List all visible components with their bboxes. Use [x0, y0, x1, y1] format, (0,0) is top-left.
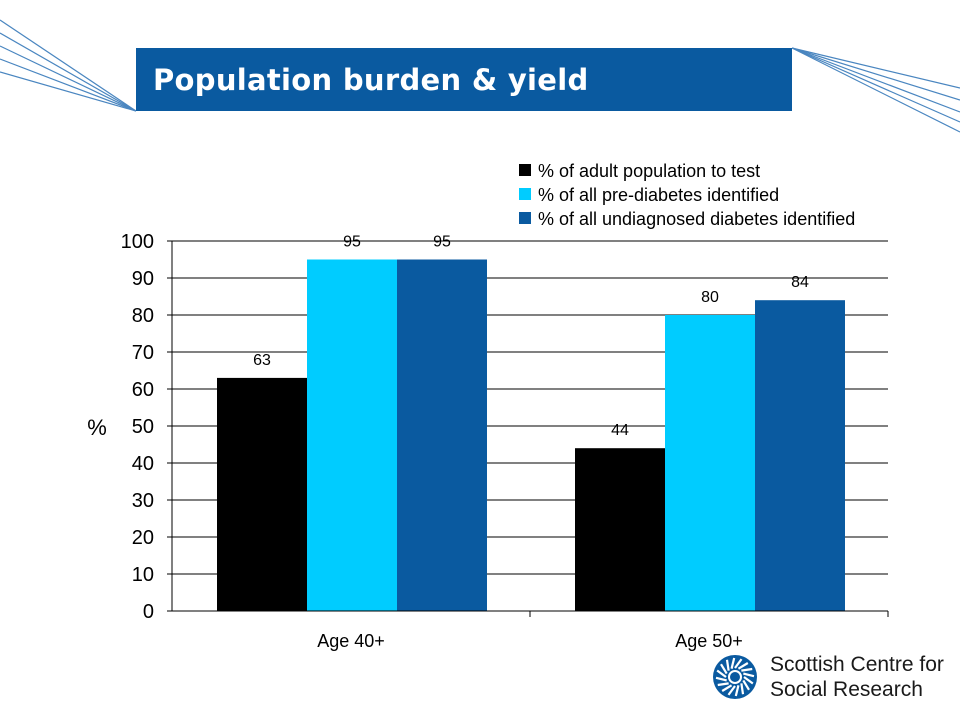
slide-title: Population burden & yield — [153, 63, 589, 97]
legend-label: % of all pre-diabetes identified — [538, 185, 779, 205]
sun-circle-icon — [713, 655, 757, 699]
logo-ray — [737, 662, 749, 670]
title-bar: Population burden & yield — [136, 48, 792, 111]
bar — [397, 259, 487, 611]
y-tick-label: 100 — [121, 231, 154, 253]
x-category-label: Age 40+ — [317, 631, 385, 651]
logo-ray — [734, 658, 743, 669]
legend-swatch — [519, 188, 531, 200]
decorative-lines-right — [791, 47, 960, 133]
logo-ray — [716, 669, 727, 678]
bar — [665, 315, 755, 611]
logo-ray — [721, 684, 733, 692]
logo-ray — [725, 659, 730, 671]
data-label: 63 — [253, 352, 271, 369]
chart-bars — [217, 259, 845, 611]
y-tick-label: 30 — [132, 490, 154, 512]
logo-ray — [730, 657, 736, 669]
bar — [307, 259, 397, 611]
logo-line-2: Social Research — [770, 678, 923, 701]
data-label: 80 — [701, 289, 719, 306]
chart-axes — [167, 240, 889, 617]
y-tick-label: 0 — [143, 601, 154, 623]
y-tick-label: 20 — [132, 527, 154, 549]
logo-ray — [740, 683, 745, 695]
logo-ray — [741, 667, 753, 672]
bar — [575, 448, 665, 611]
data-label: 95 — [343, 234, 361, 251]
data-labels: 63 95 95 44 80 84 — [253, 234, 809, 440]
data-label: 44 — [611, 422, 629, 439]
chart-legend: % of adult population to test % of all pr… — [519, 161, 855, 229]
legend-label: % of adult population to test — [538, 161, 760, 181]
x-category-labels: Age 40+ Age 50+ — [317, 631, 743, 651]
logo-ray — [720, 663, 728, 675]
y-tick-label: 70 — [132, 342, 154, 364]
decorative-lines-left — [0, 19, 137, 112]
y-tick-label: 60 — [132, 379, 154, 401]
data-label: 95 — [433, 234, 451, 251]
logo-line-1: Scottish Centre for — [770, 653, 944, 676]
logo-ray — [715, 676, 727, 682]
y-tick-label: 50 — [132, 416, 154, 438]
y-axis-label: % — [87, 415, 107, 440]
y-tick-label: 10 — [132, 564, 154, 586]
logo-ray — [743, 672, 755, 678]
y-tick-labels: 0 10 20 30 40 50 60 70 80 90 100 — [121, 231, 154, 623]
logo-ray — [742, 679, 750, 691]
y-tick-label: 40 — [132, 453, 154, 475]
legend-label: % of all undiagnosed diabetes identified — [538, 209, 855, 229]
x-category-label: Age 50+ — [675, 631, 743, 651]
bar-chart: 0 10 20 30 40 50 60 70 80 90 100 Age 40+ Age 50+ 63… — [87, 161, 889, 651]
logo-ray — [717, 682, 729, 687]
bar — [755, 300, 845, 611]
data-label: 84 — [791, 274, 809, 291]
logo-ray — [734, 685, 740, 697]
legend-swatch — [519, 164, 531, 176]
logo-ray — [727, 685, 736, 696]
bar — [217, 377, 307, 611]
y-tick-label: 80 — [132, 305, 154, 327]
y-tick-label: 90 — [132, 268, 154, 290]
legend-swatch — [519, 212, 531, 224]
logo-ray — [743, 676, 754, 685]
logo: Scottish Centre for Social Research — [712, 650, 952, 706]
